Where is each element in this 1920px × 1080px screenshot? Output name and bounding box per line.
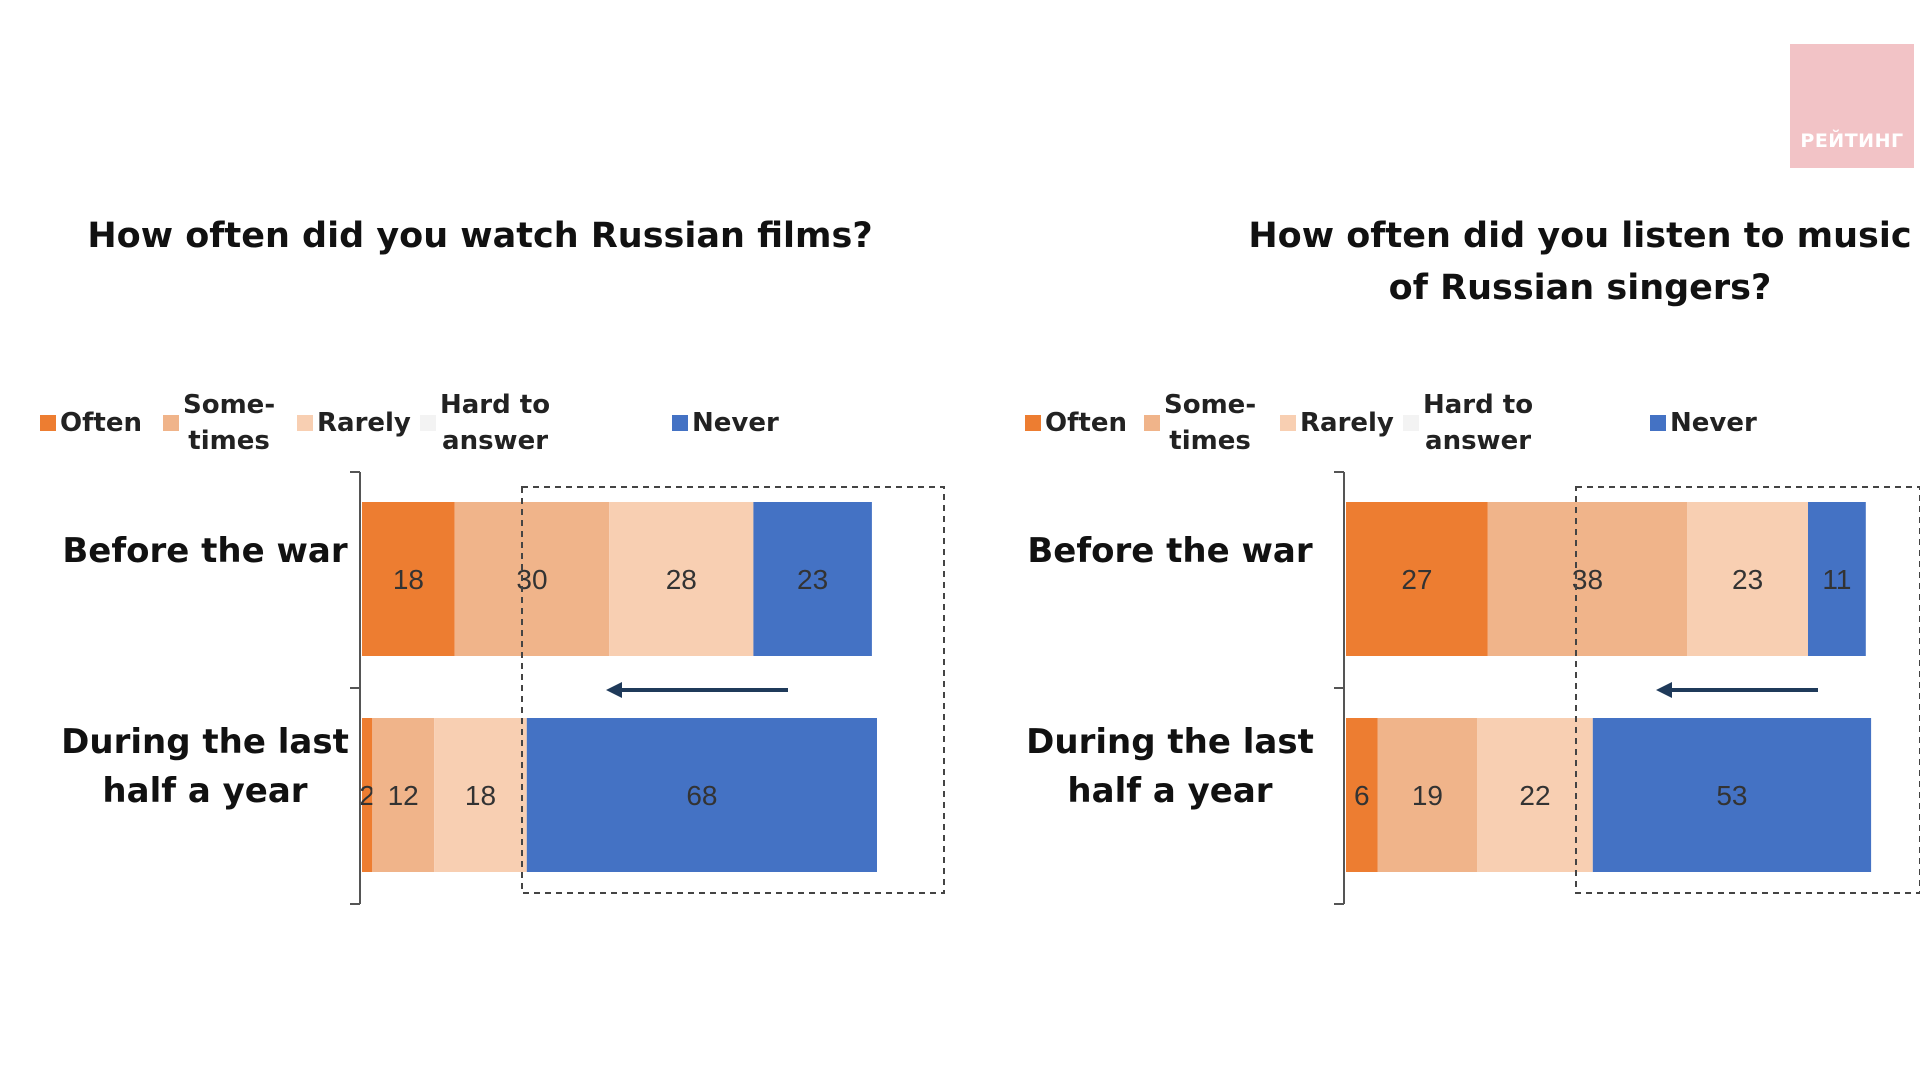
bar-segment-rarely [1477, 718, 1593, 872]
legend-swatch [1144, 415, 1160, 431]
legend-item-rarely: Rarely [1280, 385, 1394, 461]
value-label: 23 [1732, 564, 1763, 595]
bar-segment-never [526, 718, 877, 872]
bar-segment-rarely [1687, 502, 1809, 656]
legend-swatch [40, 415, 56, 431]
chart-title: How often did you listen to music of Rus… [1248, 216, 1912, 308]
value-label: 2 [359, 780, 375, 811]
legend-item-hard-to-answer: Hard to answer [420, 385, 550, 461]
bar-segment-sometimes [1377, 718, 1478, 872]
legend-label: Some- times [1164, 390, 1257, 456]
legend-label: Often [60, 408, 142, 438]
chart-russian-films: How often did you watch Russian films? Of… [40, 216, 945, 905]
legend-swatch [163, 415, 179, 431]
legend-item-often: Often [40, 385, 142, 461]
legend-label: Never [692, 408, 779, 438]
legend-label: Hard to answer [440, 390, 551, 456]
value-label: 38 [1572, 564, 1603, 595]
chart-russian-music: How often did you listen to music of Rus… [980, 0, 1920, 1080]
value-label: 22 [1519, 780, 1550, 811]
value-label: 6 [1354, 780, 1370, 811]
legend-label: Rarely [317, 408, 411, 438]
value-label: 27 [1401, 564, 1432, 595]
value-label: 19 [1412, 780, 1443, 811]
value-label: 11 [1822, 564, 1851, 595]
row-label: Before the war [62, 530, 348, 571]
logo-text: РЕЙТИНГ [1800, 130, 1904, 152]
bar-segment-rarely [434, 718, 527, 872]
legend-item-sometimes: Some- times [163, 385, 275, 461]
bar-segment-sometimes [372, 718, 435, 872]
legend-item-never: Never [672, 385, 779, 461]
bar-segment-never [1592, 718, 1872, 872]
bar-segment-sometimes [1487, 502, 1688, 656]
legend-swatch [1280, 415, 1296, 431]
bar-segment-rarely [609, 502, 754, 656]
bar-segment-often [1346, 718, 1378, 872]
row-label: During the last half a year [1026, 722, 1314, 811]
legend-label: Often [1045, 408, 1127, 438]
legend-swatch [1403, 415, 1419, 431]
legend-item-often: Often [1025, 385, 1127, 461]
legend-swatch [420, 415, 436, 431]
bar-segment-often [1346, 502, 1488, 656]
arrow-left-icon [606, 682, 622, 698]
bar-segment-often [362, 718, 373, 872]
legend-label: Never [1670, 408, 1757, 438]
legend-swatch [1025, 415, 1041, 431]
value-label: 68 [686, 780, 717, 811]
chart-plot-area: 27 38 23 11 6 19 22 53 [1334, 471, 1920, 905]
annotation-dashed-box [521, 486, 945, 894]
row-label: Before the war [1027, 530, 1313, 571]
bar-segment-sometimes [454, 502, 610, 656]
legend-item-hard-to-answer: Hard to answer [1403, 385, 1533, 461]
chart-plot-area: 18 30 28 232 12 18 68 [350, 471, 945, 905]
bar-segment-never [1808, 502, 1866, 656]
value-label: 23 [797, 564, 828, 595]
rating-logo: РЕЙТИНГ [1790, 44, 1914, 168]
bar-segment-often [362, 502, 455, 656]
legend-item-rarely: Rarely [297, 385, 411, 461]
value-label: 53 [1716, 780, 1747, 811]
legend-label: Hard to answer [1423, 390, 1534, 456]
legend-label: Some- times [183, 390, 276, 456]
arrow-left-icon [1656, 682, 1672, 698]
row-label: During the last half a year [61, 722, 349, 811]
legend-item-never: Never [1650, 385, 1757, 461]
value-label: 18 [393, 564, 424, 595]
legend-swatch [297, 415, 313, 431]
legend-label: Rarely [1300, 408, 1394, 438]
value-label: 28 [666, 564, 697, 595]
chart-title: How often did you watch Russian films? [87, 216, 873, 256]
value-label: 18 [465, 780, 496, 811]
bar-segment-never [753, 502, 872, 656]
legend-swatch [672, 415, 688, 431]
legend-item-sometimes: Some- times [1144, 385, 1256, 461]
value-label: 12 [388, 780, 419, 811]
legend-swatch [1650, 415, 1666, 431]
